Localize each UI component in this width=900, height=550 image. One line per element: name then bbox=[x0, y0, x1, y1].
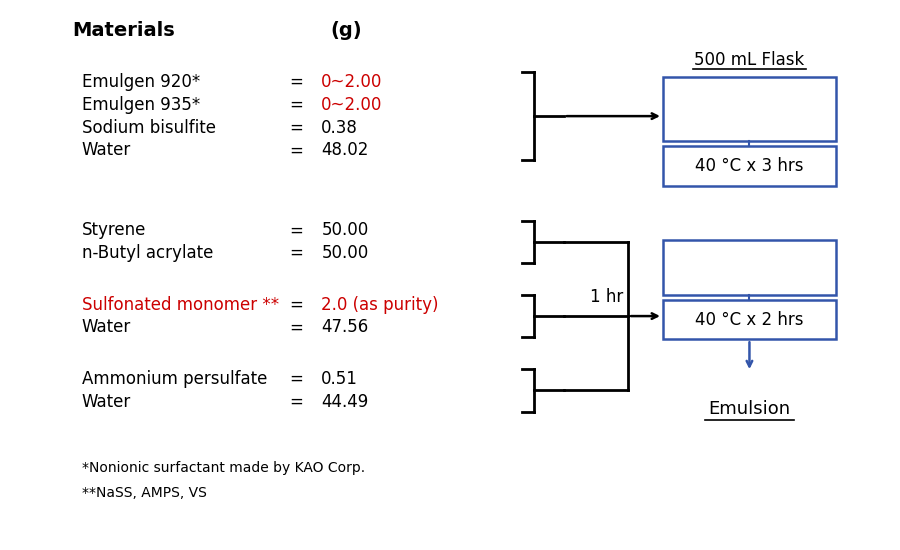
Text: =: = bbox=[290, 318, 303, 337]
Text: 0.51: 0.51 bbox=[321, 370, 358, 388]
Text: Water: Water bbox=[82, 393, 131, 411]
Text: Sulfonated monomer **: Sulfonated monomer ** bbox=[82, 296, 279, 314]
Text: Ammonium persulfate: Ammonium persulfate bbox=[82, 370, 267, 388]
Text: =: = bbox=[290, 393, 303, 411]
Bar bbox=[662, 77, 836, 141]
Text: **NaSS, AMPS, VS: **NaSS, AMPS, VS bbox=[82, 486, 207, 500]
Text: =: = bbox=[290, 96, 303, 114]
Text: n-Butyl acrylate: n-Butyl acrylate bbox=[82, 244, 213, 262]
Text: =: = bbox=[290, 296, 303, 314]
Text: 40 °C x 3 hrs: 40 °C x 3 hrs bbox=[695, 157, 804, 175]
Text: Materials: Materials bbox=[72, 21, 175, 40]
Text: 0~2.00: 0~2.00 bbox=[321, 73, 382, 91]
Text: 47.56: 47.56 bbox=[321, 318, 369, 337]
Text: 1 hr: 1 hr bbox=[590, 288, 623, 306]
Text: 500 mL Flask: 500 mL Flask bbox=[694, 51, 805, 69]
Text: 50.00: 50.00 bbox=[321, 222, 369, 239]
Text: =: = bbox=[290, 118, 303, 136]
Text: Sodium bisulfite: Sodium bisulfite bbox=[82, 118, 216, 136]
Text: =: = bbox=[290, 73, 303, 91]
Bar bbox=[662, 240, 836, 295]
Text: 50.00: 50.00 bbox=[321, 244, 369, 262]
Text: Emulsion: Emulsion bbox=[708, 400, 790, 417]
Bar bbox=[662, 300, 836, 339]
Bar bbox=[662, 146, 836, 186]
Text: Styrene: Styrene bbox=[82, 222, 146, 239]
Text: =: = bbox=[290, 141, 303, 159]
Text: 0.38: 0.38 bbox=[321, 118, 358, 136]
Text: 44.49: 44.49 bbox=[321, 393, 369, 411]
Text: *Nonionic surfactant made by KAO Corp.: *Nonionic surfactant made by KAO Corp. bbox=[82, 461, 364, 475]
Text: (g): (g) bbox=[330, 21, 362, 40]
Text: 0~2.00: 0~2.00 bbox=[321, 96, 382, 114]
Text: Emulgen 920*: Emulgen 920* bbox=[82, 73, 200, 91]
Text: Water: Water bbox=[82, 141, 131, 159]
Text: =: = bbox=[290, 222, 303, 239]
Text: =: = bbox=[290, 370, 303, 388]
Text: 40 °C x 2 hrs: 40 °C x 2 hrs bbox=[695, 311, 804, 328]
Text: Water: Water bbox=[82, 318, 131, 337]
Text: 2.0 (as purity): 2.0 (as purity) bbox=[321, 296, 439, 314]
Text: Emulgen 935*: Emulgen 935* bbox=[82, 96, 200, 114]
Text: =: = bbox=[290, 244, 303, 262]
Text: 48.02: 48.02 bbox=[321, 141, 369, 159]
